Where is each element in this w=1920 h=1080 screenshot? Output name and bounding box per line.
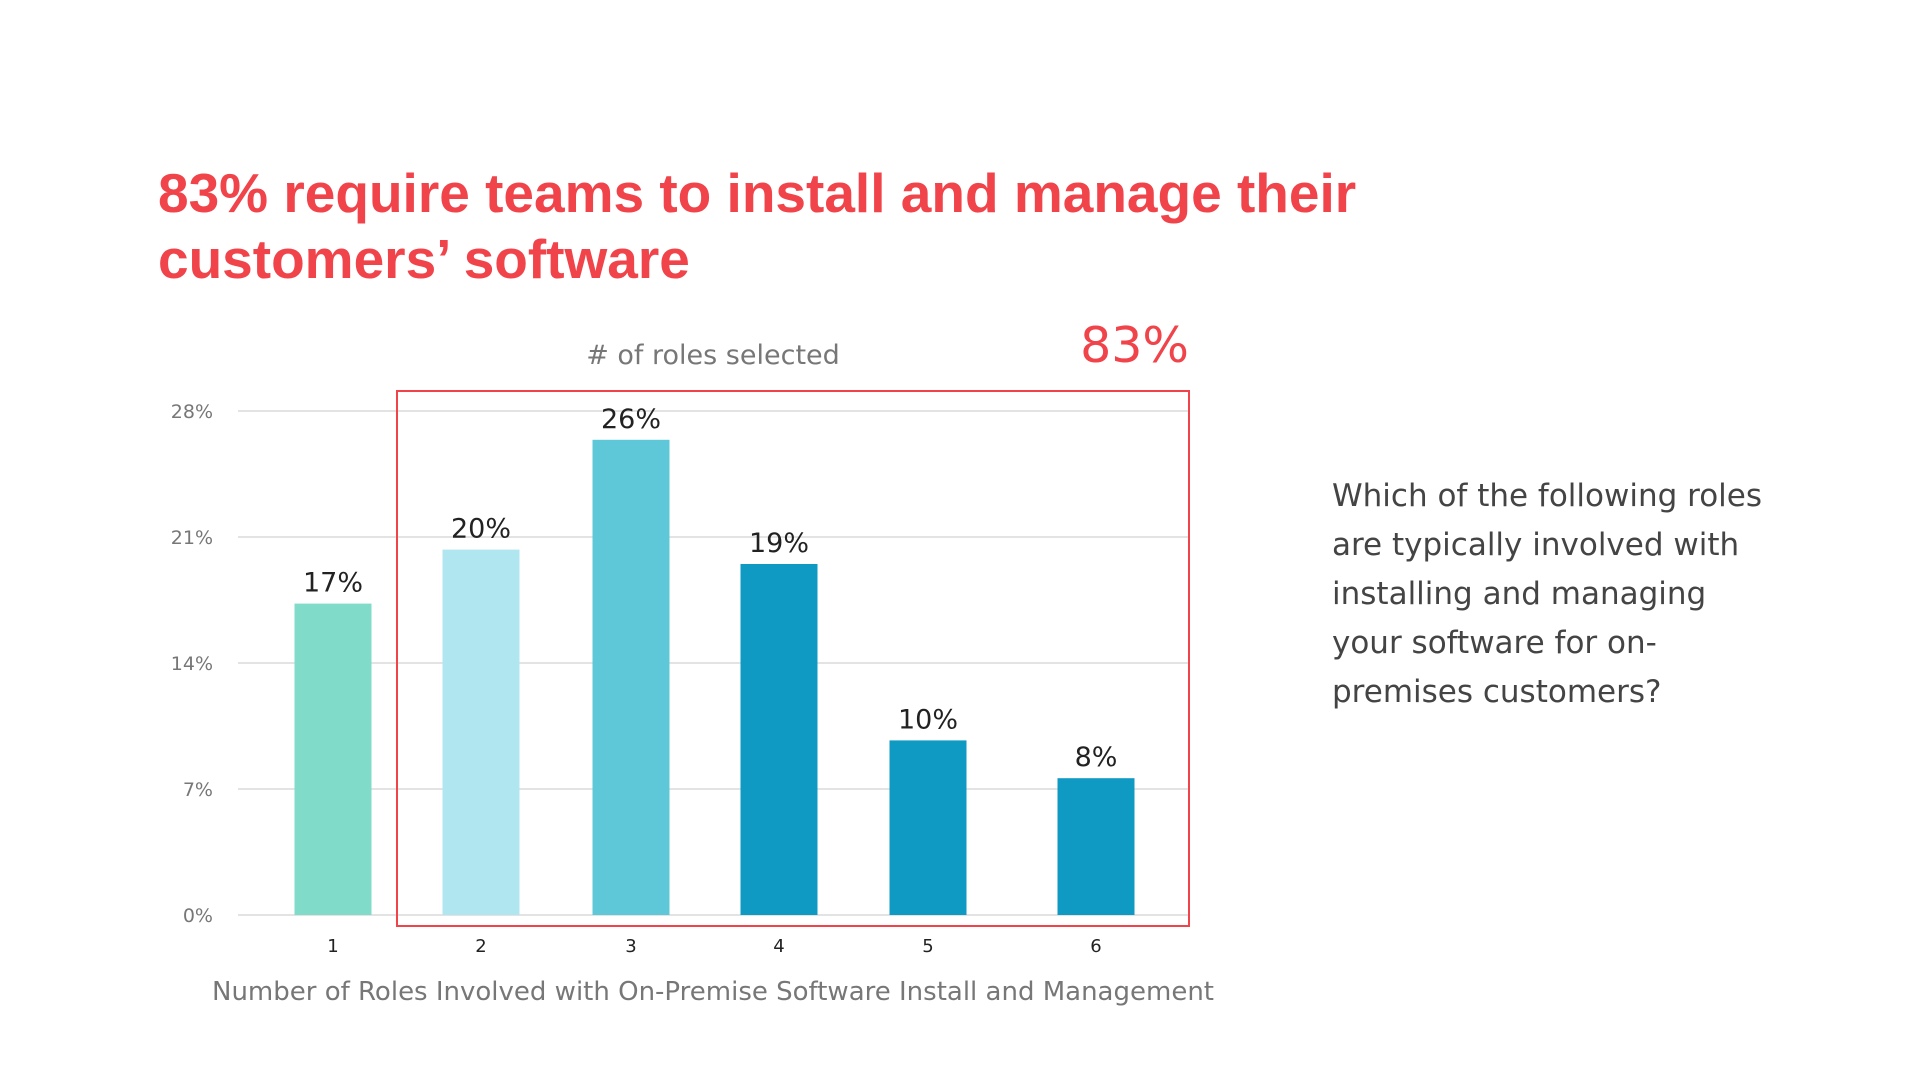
y-tick-label: 14%: [171, 653, 213, 675]
highlight-percentage: 83%: [1080, 317, 1189, 374]
bar-6: [1057, 778, 1135, 915]
data-label: 17%: [303, 568, 363, 599]
data-label: 8%: [1075, 742, 1118, 773]
bar-5: [889, 740, 967, 915]
data-label: 20%: [451, 514, 511, 545]
survey-question: Which of the following roles are typical…: [1332, 478, 1763, 710]
bar-3: [592, 439, 670, 915]
x-tick-label: 5: [922, 936, 933, 957]
highlight-box: [396, 390, 1190, 927]
x-tick-label: 2: [475, 936, 486, 957]
chart-title: # of roles selected: [586, 340, 840, 371]
x-tick-label: 1: [327, 936, 338, 957]
data-label: 26%: [601, 404, 661, 435]
x-tick-label: 6: [1090, 936, 1101, 957]
x-axis-label: Number of Roles Involved with On-Premise…: [212, 977, 1214, 1007]
y-tick-label: 21%: [171, 527, 213, 549]
data-label: 19%: [749, 528, 809, 559]
y-tick-label: 7%: [183, 779, 213, 801]
page-title: 83% require teams to install and manage …: [158, 162, 1357, 290]
x-tick-label: 3: [625, 936, 636, 957]
bar-1: [294, 603, 372, 915]
bar-4: [740, 564, 818, 915]
y-tick-label: 28%: [171, 401, 213, 423]
bar-2: [442, 549, 520, 915]
x-tick-label: 4: [773, 936, 784, 957]
data-label: 10%: [898, 704, 958, 735]
y-tick-label: 0%: [183, 905, 213, 927]
